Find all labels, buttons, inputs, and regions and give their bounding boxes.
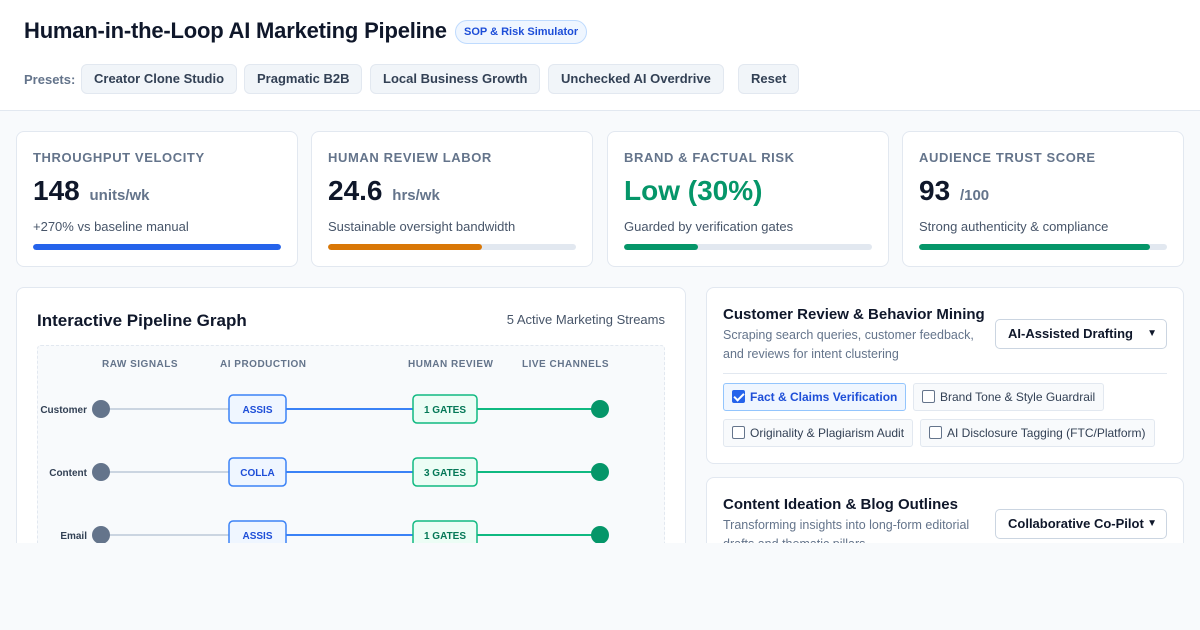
live-channel-node — [591, 463, 609, 481]
divider — [723, 373, 1167, 374]
checkbox[interactable] — [929, 426, 942, 440]
chevron-down-icon: ▼ — [1147, 518, 1157, 529]
check-originality-audit[interactable]: Originality & Plagiarism Audit — [723, 419, 914, 447]
human-review-label: 1 GATES — [424, 531, 466, 542]
human-review-label: 1 GATES — [424, 405, 466, 416]
graph-column-label: LIVE CHANNELS — [522, 359, 609, 370]
status-badge: SOP & Risk Simulator — [455, 20, 588, 44]
metric-progress-fill — [33, 244, 281, 250]
top-header: Human-in-the-Loop AI Marketing Pipeline … — [0, 0, 1200, 111]
human-review-label: 3 GATES — [424, 468, 466, 479]
graph-title: Interactive Pipeline Graph — [37, 311, 247, 330]
raw-signal-node — [92, 400, 110, 418]
stage-panel-customer-review: Customer Review & Behavior Mining Scrapi… — [706, 287, 1184, 464]
ai-production-label: ASSIS — [242, 405, 272, 416]
page-title: Human-in-the-Loop AI Marketing Pipeline — [24, 18, 447, 43]
check-ai-disclosure-tagging[interactable]: AI Disclosure Tagging (FTC/Platform) — [920, 419, 1155, 447]
metric-progress-bar — [33, 244, 281, 250]
metric-progress-fill — [919, 244, 1150, 250]
ai-production-label: ASSIS — [242, 531, 272, 542]
pipeline-graph-panel: Interactive Pipeline Graph 5 Active Mark… — [16, 287, 686, 587]
checkbox[interactable] — [732, 390, 745, 404]
stage-title: Content Ideation & Blog Outlines — [723, 496, 958, 513]
checkbox[interactable] — [922, 390, 935, 404]
metric-value: 24.6 hrs/wk — [328, 175, 440, 206]
preset-button-unchecked-ai-overdrive[interactable]: Unchecked AI Overdrive — [548, 64, 724, 94]
checkbox[interactable] — [732, 426, 745, 440]
graph-column-label: HUMAN REVIEW — [408, 359, 494, 370]
human-review-node — [412, 457, 478, 487]
metric-label: Audience Trust Score — [919, 150, 1096, 165]
ai-production-node — [228, 457, 287, 487]
metric-label: Human Review Labor — [328, 150, 492, 165]
live-channel-node — [591, 526, 609, 544]
metric-unit: /100 — [959, 187, 990, 204]
automation-mode-select[interactable]: AI-Assisted Drafting ▼ — [995, 319, 1167, 349]
raw-signal-node — [92, 463, 110, 481]
live-channel-node — [591, 400, 609, 418]
raw-signal-node — [92, 526, 110, 544]
metric-subtext: +270% vs baseline manual — [33, 219, 189, 234]
graph-column-label: RAW SIGNALS — [102, 359, 178, 370]
metric-progress-bar — [919, 244, 1167, 250]
stream-label: Customer — [40, 405, 87, 416]
metric-subtext: Sustainable oversight bandwidth — [328, 219, 516, 234]
metric-value: 148 units/wk — [33, 175, 150, 206]
preset-button-local-business-growth[interactable]: Local Business Growth — [370, 64, 541, 94]
metric-progress-fill — [624, 244, 699, 250]
preset-button-pragmatic-b2b[interactable]: Pragmatic B2B — [244, 64, 363, 94]
metric-label: Brand & Factual Risk — [624, 150, 795, 165]
check-fact-claims-verification[interactable]: Fact & Claims Verification — [723, 383, 907, 411]
metric-card-review-labor: Human Review Labor 24.6 hrs/wk Sustainab… — [311, 131, 593, 267]
reset-button[interactable]: Reset — [738, 64, 800, 94]
stream-label: Email — [60, 531, 87, 542]
human-review-node — [412, 394, 478, 424]
check-brand-tone-guardrail[interactable]: Brand Tone & Style Guardrail — [913, 383, 1105, 411]
metric-label: Throughput Velocity — [33, 150, 205, 165]
stage-title: Customer Review & Behavior Mining — [723, 306, 985, 323]
metric-value: 93 /100 — [919, 175, 990, 206]
page-footer-blank — [0, 543, 1200, 630]
ai-production-label: COLLA — [240, 468, 274, 479]
metric-progress-bar — [624, 244, 872, 250]
metric-subtext: Guarded by verification gates — [624, 219, 794, 234]
pipeline-graph-canvas: RAW SIGNALS AI PRODUCTION HUMAN REVIEW LIVE… — [37, 345, 665, 575]
graph-column-label: AI PRODUCTION — [220, 359, 307, 370]
metric-progress-fill — [328, 244, 482, 250]
stream-label: Content — [49, 468, 87, 479]
stage-description: Scraping search queries, customer feedba… — [723, 328, 974, 361]
presets-label: Presets: — [24, 72, 76, 87]
metric-unit: hrs/wk — [392, 187, 440, 204]
metric-progress-bar — [328, 244, 576, 250]
ai-production-node — [228, 394, 287, 424]
metric-subtext: Strong authenticity & compliance — [919, 219, 1109, 234]
metric-card-trust-score: Audience Trust Score 93 /100 Strong auth… — [902, 131, 1184, 267]
metric-card-throughput: Throughput Velocity 148 units/wk +270% v… — [16, 131, 298, 267]
pipeline-graph-svg: RAW SIGNALS AI PRODUCTION HUMAN REVIEW LIVE… — [40, 359, 609, 550]
preset-button-creator-clone-studio[interactable]: Creator Clone Studio — [81, 64, 238, 94]
metric-card-brand-risk: Brand & Factual Risk Low (30%) Guarded b… — [607, 131, 889, 267]
metric-value: Low (30%) — [624, 175, 763, 206]
graph-stream-count: 5 Active Marketing Streams — [506, 312, 665, 327]
chevron-down-icon: ▼ — [1147, 328, 1157, 339]
automation-mode-select[interactable]: Collaborative Co-Pilot ▼ — [995, 509, 1167, 539]
metric-unit: units/wk — [89, 187, 150, 204]
